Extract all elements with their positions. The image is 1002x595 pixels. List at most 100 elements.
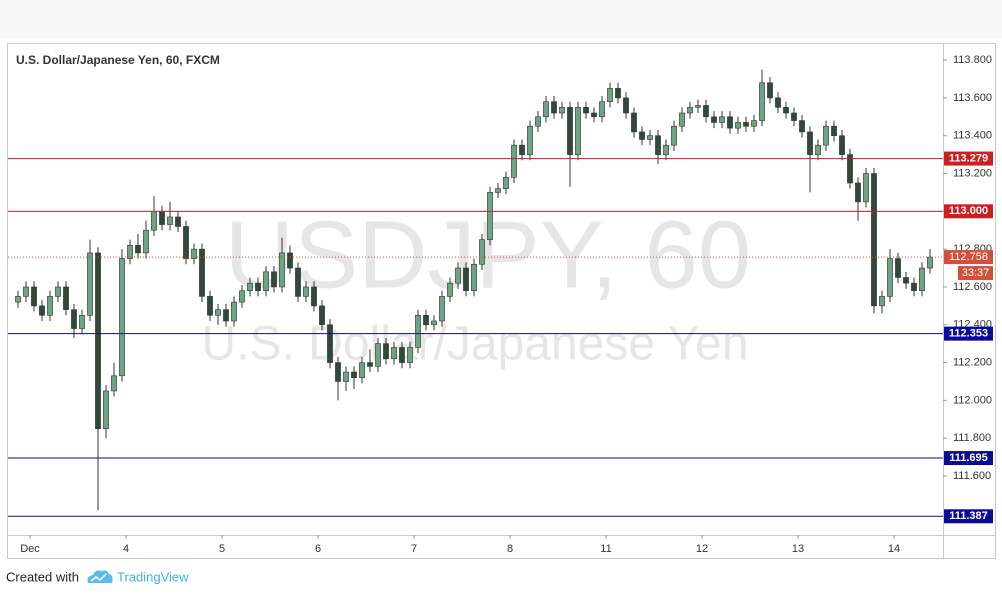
candle-body	[519, 144, 525, 155]
candle-body	[439, 296, 445, 322]
top-band	[0, 0, 1002, 38]
candle-body	[511, 144, 517, 178]
candle-body	[479, 239, 485, 265]
candle-body	[119, 258, 125, 377]
candle-body	[231, 301, 237, 322]
candle-body	[391, 347, 397, 360]
x-tick-label: 12	[696, 543, 708, 555]
countdown-label: 33:37	[962, 267, 990, 279]
candle-body	[543, 101, 549, 118]
candle-body	[375, 343, 381, 367]
x-tick-label: Dec	[20, 543, 40, 555]
watermark-name: U.S. Dollar/Japanese Yen	[201, 318, 748, 371]
candle-body	[15, 296, 21, 303]
candle-body	[71, 309, 77, 329]
y-tick-label: 113.200	[953, 167, 992, 179]
candle-body	[31, 286, 37, 307]
candle-body	[327, 324, 333, 363]
candle-body	[903, 277, 909, 284]
candle-body	[535, 116, 541, 127]
candle-body	[655, 135, 661, 155]
candle-body	[423, 315, 429, 326]
candle-body	[591, 112, 597, 118]
candle-body	[623, 97, 629, 114]
candle-body	[351, 371, 357, 378]
candle-body	[63, 286, 69, 310]
candle-body	[319, 305, 325, 326]
candle-body	[527, 125, 533, 155]
candle-body	[671, 125, 677, 146]
candle-body	[775, 97, 781, 108]
candle-body	[183, 226, 189, 259]
level-label: 111.695	[949, 452, 988, 464]
candle-body	[831, 125, 837, 136]
logo-line[interactable]	[90, 573, 107, 582]
candle-body	[191, 248, 197, 259]
candle-body	[711, 116, 717, 123]
plot	[8, 69, 943, 517]
candle-body	[455, 267, 461, 284]
candle-body	[151, 211, 157, 231]
candle-body	[311, 286, 317, 307]
candle-body	[199, 248, 205, 297]
candle-body	[487, 192, 493, 240]
x-tick-label: 5	[219, 543, 225, 555]
level-label-box	[944, 204, 993, 219]
candle-body	[55, 286, 61, 297]
candle-body	[47, 296, 53, 316]
last-price-box	[944, 250, 993, 265]
candle-body	[767, 82, 773, 99]
candle-body	[911, 282, 917, 292]
candle-body	[215, 309, 221, 316]
candle-body	[367, 362, 373, 367]
candle-body	[175, 216, 181, 227]
x-tick-label: 13	[792, 543, 804, 555]
candle-body	[687, 107, 693, 114]
candle-body	[791, 112, 797, 121]
candle-body	[807, 131, 813, 155]
candle-body	[135, 245, 141, 254]
candle-body	[23, 286, 29, 297]
level-label: 113.279	[949, 152, 988, 164]
countdown-box	[958, 266, 993, 281]
candle-body	[599, 101, 605, 118]
candle-body	[735, 122, 741, 129]
candle-body	[727, 116, 733, 129]
candle-body	[431, 320, 437, 326]
candle-body	[759, 82, 765, 121]
y-tick-label: 111.800	[953, 432, 991, 444]
candle-body	[239, 290, 245, 303]
y-tick-label: 112.200	[953, 356, 992, 368]
candle-body	[463, 267, 469, 292]
y-tick-label: 112.000	[953, 394, 992, 406]
candle-body	[887, 258, 893, 297]
x-tick-label: 8	[507, 543, 513, 555]
candle-body	[495, 188, 501, 193]
level-label-box	[944, 509, 993, 524]
candle-body	[223, 309, 229, 322]
footer-brand[interactable]: TradingView	[117, 569, 189, 584]
candle-body	[879, 296, 885, 307]
footer	[0, 560, 1002, 595]
x-tick-label: 7	[411, 543, 417, 555]
candle-body	[255, 282, 261, 292]
candle-body	[871, 173, 877, 307]
last-price-label: 112.758	[949, 251, 988, 263]
candle-body	[87, 252, 93, 316]
candle-body	[751, 120, 757, 127]
candle-body	[575, 107, 581, 155]
logo-cloud[interactable]	[87, 570, 113, 583]
candle-body	[927, 256, 933, 269]
candle-body	[111, 375, 117, 392]
candle-body	[639, 131, 645, 140]
y-tick-label: 113.600	[953, 92, 992, 104]
level-label-box	[944, 451, 993, 466]
candle-body	[663, 144, 669, 155]
candle-body	[447, 282, 453, 297]
candle-body	[631, 112, 637, 133]
candle-body	[679, 112, 685, 127]
y-tick-label: 111.600	[953, 470, 991, 482]
tradingview-logo[interactable]: TradingView	[87, 569, 190, 584]
candle-body	[823, 125, 829, 146]
